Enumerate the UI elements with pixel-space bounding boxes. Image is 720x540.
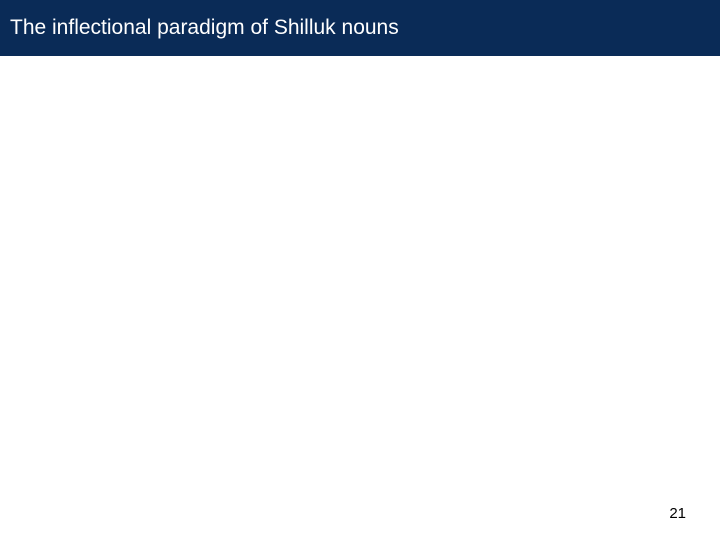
slide-content: 21 (0, 56, 720, 540)
slide-title: The inflectional paradigm of Shilluk nou… (10, 16, 399, 40)
slide-header: The inflectional paradigm of Shilluk nou… (0, 0, 720, 56)
page-number: 21 (669, 505, 686, 522)
